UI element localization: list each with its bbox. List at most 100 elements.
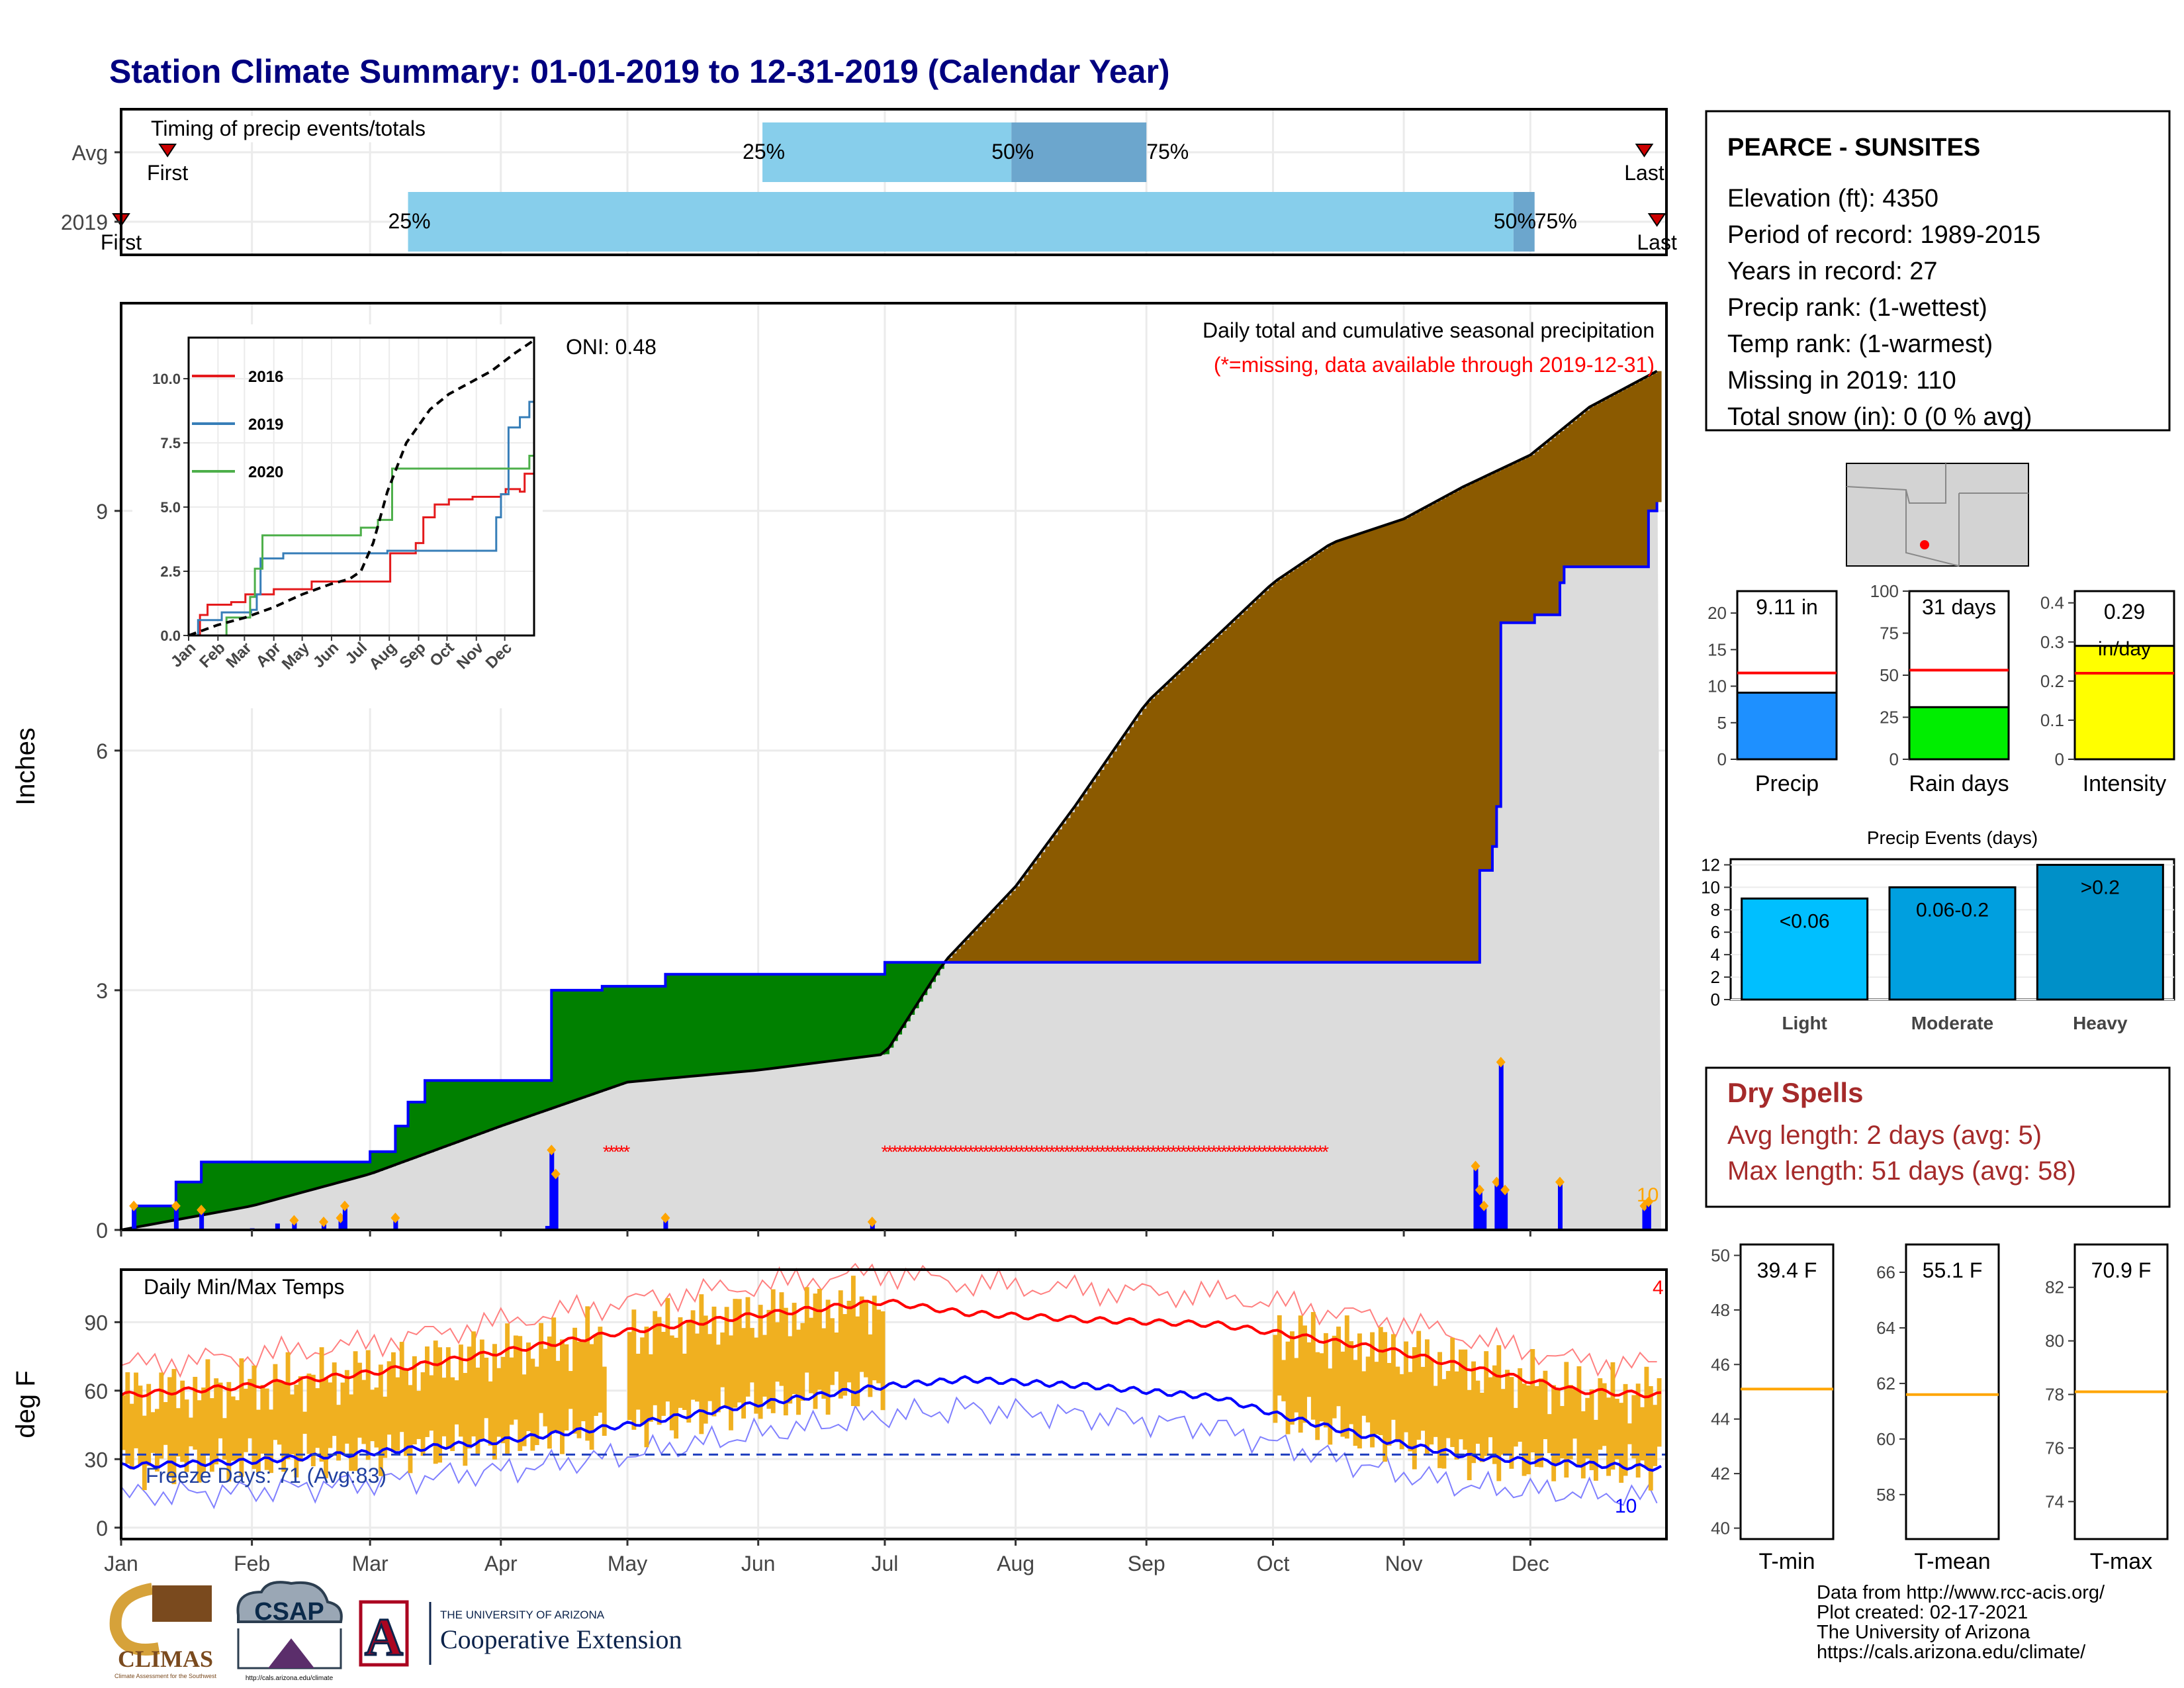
timing-pct-label: 50% bbox=[1494, 209, 1536, 233]
events-category-label: Moderate bbox=[1911, 1013, 1993, 1033]
daily-temp-bar bbox=[720, 1332, 725, 1387]
daily-temp-bar bbox=[1505, 1370, 1510, 1454]
daily-temp-bar bbox=[522, 1374, 527, 1446]
daily-temp-bar bbox=[564, 1344, 569, 1430]
daily-temp-bar bbox=[809, 1317, 814, 1393]
missing-marker: * bbox=[1287, 1141, 1294, 1162]
temp-stat-ytick-label: 60 bbox=[1876, 1429, 1895, 1449]
missing-marker: * bbox=[942, 1141, 949, 1162]
temp-stat-ytick-label: 48 bbox=[1711, 1300, 1730, 1320]
temp-ytick-label: 90 bbox=[84, 1311, 108, 1335]
month-tick-label: Jul bbox=[871, 1552, 898, 1575]
daily-temp-bar bbox=[146, 1383, 152, 1466]
daily-temp-bar bbox=[175, 1408, 181, 1457]
daily-temp-bar bbox=[488, 1381, 493, 1446]
daily-temp-bar bbox=[1387, 1362, 1392, 1446]
daily-temp-bar bbox=[770, 1289, 776, 1413]
daily-precip-marker bbox=[129, 1200, 139, 1211]
daily-temp-bar bbox=[251, 1365, 257, 1470]
daily-temp-bar bbox=[864, 1301, 868, 1378]
precip-2019-line bbox=[121, 502, 1659, 1231]
station-info-line: Elevation (ft): 4350 bbox=[1727, 185, 1938, 212]
daily-precip-bar bbox=[173, 1205, 179, 1230]
daily-temp-bar bbox=[306, 1373, 312, 1454]
daily-temp-bar bbox=[741, 1328, 747, 1419]
daily-temp-bar bbox=[374, 1387, 379, 1448]
daily-temp-bar bbox=[298, 1376, 303, 1462]
precip-avg-line bbox=[120, 369, 1658, 1231]
missing-marker: * bbox=[1281, 1141, 1289, 1162]
daily-temp-bar bbox=[1488, 1377, 1493, 1438]
daily-temp-bar bbox=[729, 1335, 733, 1430]
precip-ytick-label: 3 bbox=[96, 979, 108, 1003]
precip-corner-number: 10 bbox=[1637, 1184, 1659, 1206]
daily-temp-bar bbox=[534, 1366, 539, 1446]
daily-temp-bar bbox=[1340, 1351, 1345, 1437]
precip-above-avg-fill bbox=[134, 962, 944, 1228]
missing-marker: * bbox=[1134, 1141, 1142, 1162]
events-ytick-label: 8 bbox=[1711, 900, 1720, 919]
missing-marker: * bbox=[1200, 1141, 1207, 1162]
daily-temp-bar bbox=[184, 1399, 189, 1472]
daily-temp-bar bbox=[1593, 1419, 1598, 1481]
climas-logo-swoosh bbox=[109, 1583, 160, 1656]
daily-temp-bar bbox=[1298, 1315, 1303, 1433]
daily-temp-bar bbox=[1332, 1335, 1337, 1419]
missing-marker: * bbox=[993, 1141, 1000, 1162]
missing-marker: * bbox=[922, 1141, 929, 1162]
daily-temp-bar bbox=[707, 1334, 713, 1401]
missing-marker: * bbox=[932, 1141, 939, 1162]
timing-row-label: Avg bbox=[71, 141, 108, 165]
daily-temp-bar bbox=[800, 1323, 805, 1401]
csap-logo-cloud bbox=[236, 1581, 343, 1623]
daily-temp-bar bbox=[1635, 1383, 1641, 1478]
daily-precip-marker bbox=[551, 1168, 561, 1180]
inset-ytick-label: 5.0 bbox=[160, 499, 181, 516]
missing-marker: * bbox=[1058, 1141, 1066, 1162]
daily-temp-bar bbox=[222, 1418, 227, 1460]
daily-temp-bar bbox=[1408, 1372, 1413, 1452]
events-ytick-label: 6 bbox=[1711, 922, 1720, 942]
daily-temp-bar bbox=[1551, 1385, 1557, 1481]
daily-temp-bar bbox=[155, 1409, 159, 1472]
daily-temp-bar bbox=[509, 1357, 514, 1425]
daily-temp-bar bbox=[1445, 1371, 1451, 1438]
daily-temp-bar bbox=[737, 1299, 742, 1403]
stat-panel-ytick-label: 0.3 bbox=[2040, 632, 2064, 652]
daily-temp-bar bbox=[749, 1328, 754, 1383]
daily-temp-bar bbox=[792, 1303, 797, 1395]
month-tick-label: Feb bbox=[234, 1552, 270, 1575]
daily-temp-bar bbox=[817, 1288, 822, 1390]
daily-precip-bar bbox=[199, 1209, 205, 1230]
daily-temp-bar bbox=[1500, 1389, 1506, 1455]
daily-temp-bar bbox=[1463, 1349, 1468, 1450]
daily-temp-bar bbox=[1534, 1385, 1539, 1468]
daily-temp-bar bbox=[479, 1339, 484, 1440]
daily-temp-bar bbox=[1437, 1352, 1442, 1468]
daily-temp-bar bbox=[433, 1340, 438, 1464]
daily-temp-bar bbox=[1631, 1395, 1637, 1459]
daily-temp-bar bbox=[1509, 1377, 1514, 1469]
daily-temp-bar bbox=[585, 1306, 590, 1441]
missing-marker: * bbox=[1306, 1141, 1314, 1162]
missing-marker: * bbox=[1104, 1141, 1111, 1162]
missing-marker: * bbox=[1038, 1141, 1046, 1162]
temp-stat-ytick-label: 80 bbox=[2045, 1331, 2064, 1351]
daily-temp-bar bbox=[1623, 1383, 1628, 1476]
daily-temp-bar bbox=[1323, 1333, 1328, 1428]
daily-temp-bar bbox=[644, 1327, 649, 1448]
daily-temp-bar bbox=[269, 1409, 274, 1474]
daily-precip-marker bbox=[660, 1212, 670, 1223]
missing-marker: * bbox=[947, 1141, 954, 1162]
daily-temp-bar bbox=[121, 1395, 126, 1450]
daily-temp-bar bbox=[724, 1307, 729, 1408]
daily-temp-bar bbox=[471, 1331, 477, 1436]
daily-temp-bar bbox=[834, 1332, 839, 1372]
daily-temp-bar bbox=[1361, 1371, 1367, 1416]
missing-marker: * bbox=[1180, 1141, 1187, 1162]
missing-marker: * bbox=[901, 1141, 909, 1162]
station-info-line: Missing in 2019: 110 bbox=[1727, 367, 1956, 395]
stat-panel-ytick-label: 0 bbox=[2055, 749, 2064, 769]
missing-marker: * bbox=[1028, 1141, 1035, 1162]
climas-logo-block bbox=[152, 1585, 212, 1622]
